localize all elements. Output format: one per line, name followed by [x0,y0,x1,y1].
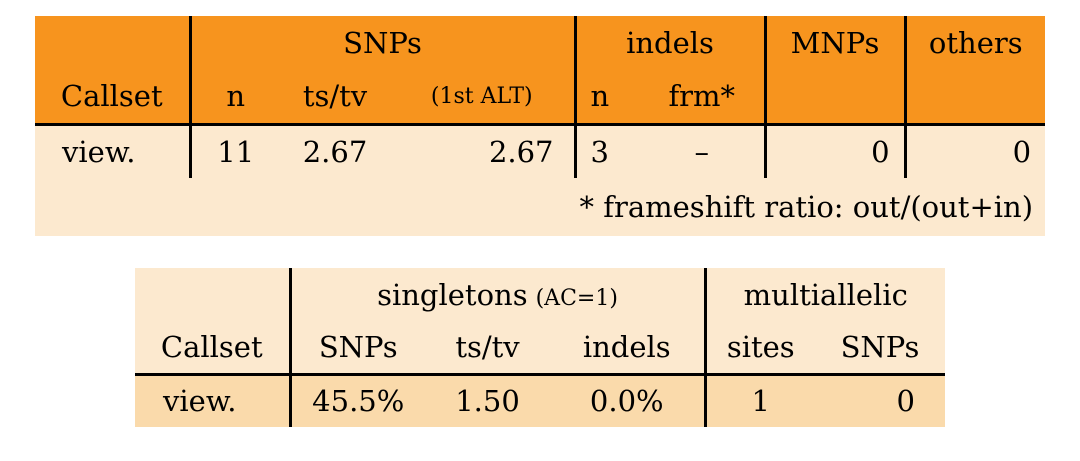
cell-multiallelic-snps: 0 [815,372,945,427]
cell-callset: view. [135,372,292,427]
cell-singleton-snps: 45.5% [290,372,425,427]
singletons-ac-note: (AC=1) [535,285,618,311]
data-row-view: view. 45.5% 1.50 0.0% 1 0 [135,372,945,427]
group-header-row: SNPs indels MNPs others [35,16,1046,70]
group-header-multiallelic: multiallelic [705,268,945,321]
col-header-snps: SNPs [290,321,425,374]
col-header-callset: Callset [35,70,192,124]
col-header-snps2: SNPs [815,321,945,374]
cell-indels-frm: – [640,122,767,178]
col-header-indels-frm: frm* [640,70,767,124]
group-header-mnps: MNPs [765,16,907,70]
column-header-row: Callset n ts/tv (1st ALT) n frm* [35,70,1046,124]
column-header-row: Callset SNPs ts/tv indels sites SNPs [135,321,945,374]
cell-snps-n: 11 [190,122,280,178]
cell-first-alt: 2.67 [390,122,577,178]
singletons-multiallelic-table: singletons (AC=1) multiallelic Callset SN… [135,268,945,427]
col-header-snps-n: n [190,70,280,124]
col-header-indels-n: n [575,70,641,124]
cell-snps-tstv: 2.67 [280,122,390,178]
cell-singleton-indels: 0.0% [550,372,707,427]
col-header-mnps-empty [765,70,907,124]
col-header-snps-tstv: ts/tv [280,70,390,124]
singletons-label: singletons [377,277,528,312]
col-header-first-alt: (1st ALT) [390,70,577,124]
col-header-others-empty [905,70,1046,124]
group-header-row: singletons (AC=1) multiallelic [135,268,945,321]
cell-multiallelic-sites: 1 [705,372,815,427]
corner-cell [35,16,192,70]
frameshift-footnote: * frameshift ratio: out/(out+in) [35,178,1046,236]
group-header-indels: indels [575,16,767,70]
col-header-tstv: ts/tv [425,321,550,374]
cell-callset: view. [35,122,192,178]
cell-singleton-tstv: 1.50 [425,372,550,427]
group-header-others: others [905,16,1046,70]
data-row-view: view. 11 2.67 2.67 3 – 0 0 [35,122,1046,178]
col-header-sites: sites [705,321,815,374]
variant-stats-table: SNPs indels MNPs others Callset n ts/tv … [35,16,1046,236]
group-header-singletons: singletons (AC=1) [290,268,707,321]
cell-indels-n: 3 [575,122,641,178]
cell-others: 0 [905,122,1046,178]
col-header-indels: indels [550,321,707,374]
cell-mnps: 0 [765,122,907,178]
group-header-snps: SNPs [190,16,577,70]
corner-cell [135,268,292,321]
col-header-callset: Callset [135,321,292,374]
footnote-row: * frameshift ratio: out/(out+in) [35,178,1046,236]
